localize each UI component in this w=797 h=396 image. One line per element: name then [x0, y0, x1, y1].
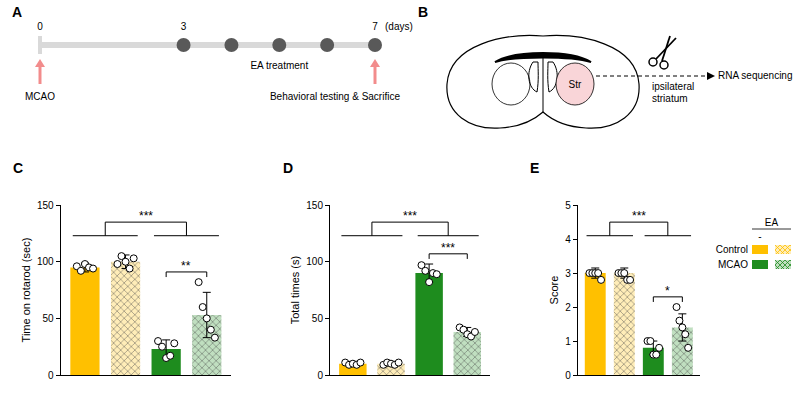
svg-text:150: 150 [37, 200, 54, 211]
svg-text:0: 0 [565, 370, 571, 381]
svg-text:***: *** [403, 209, 417, 223]
svg-text:4: 4 [565, 234, 571, 245]
svg-text:150: 150 [306, 200, 323, 211]
svg-text:*: * [665, 284, 670, 298]
svg-text:Score: Score [548, 276, 560, 305]
svg-text:EA: EA [765, 217, 779, 228]
svg-text:-: - [758, 231, 761, 242]
svg-text:100: 100 [306, 256, 323, 267]
svg-text:***: *** [441, 241, 455, 255]
svg-text:50: 50 [42, 313, 54, 324]
svg-text:E: E [530, 160, 539, 176]
svg-text:0: 0 [317, 370, 323, 381]
svg-text:D: D [283, 160, 293, 176]
svg-text:Control: Control [716, 244, 748, 255]
svg-text:ipsilateral: ipsilateral [652, 81, 694, 92]
svg-text:50: 50 [312, 313, 324, 324]
svg-text:7: 7 [372, 21, 378, 32]
svg-text:Total times (s): Total times (s) [289, 256, 301, 324]
svg-text:MCAO: MCAO [25, 91, 55, 102]
svg-text:0: 0 [37, 21, 43, 32]
svg-text:2: 2 [565, 302, 571, 313]
svg-text:Behavioral testing & Sacrifice: Behavioral testing & Sacrifice [270, 91, 401, 102]
svg-text:EA treatment: EA treatment [250, 60, 308, 71]
svg-text:***: *** [139, 209, 153, 223]
svg-text:(days): (days) [385, 21, 413, 32]
svg-text:***: *** [632, 209, 646, 223]
svg-text:100: 100 [37, 256, 54, 267]
svg-text:Str: Str [569, 79, 582, 90]
svg-text:3: 3 [565, 268, 571, 279]
svg-text:A: A [12, 4, 22, 20]
svg-text:5: 5 [565, 200, 571, 211]
svg-text:RNA sequencing: RNA sequencing [718, 70, 793, 81]
svg-text:**: ** [181, 259, 191, 273]
svg-text:MCAO: MCAO [718, 259, 748, 270]
svg-text:3: 3 [181, 21, 187, 32]
svg-text:C: C [13, 160, 23, 176]
svg-text:B: B [418, 4, 428, 20]
svg-text:striatum: striatum [652, 93, 688, 104]
svg-text:0: 0 [48, 370, 54, 381]
svg-text:Time on rotarod (sec): Time on rotarod (sec) [20, 238, 32, 343]
svg-text:1: 1 [565, 336, 571, 347]
